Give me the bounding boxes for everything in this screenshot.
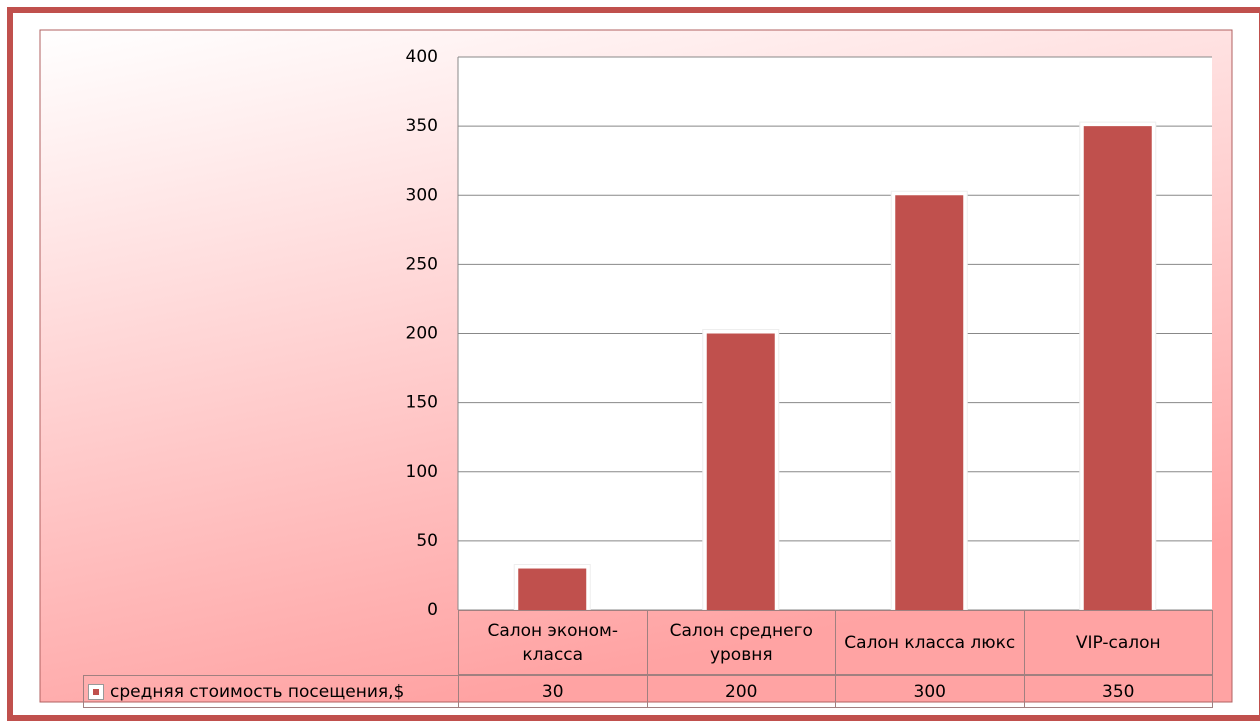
y-tick-label: 100: [406, 462, 438, 482]
y-tick-label: 150: [406, 393, 438, 413]
data-table-value: 200: [646, 675, 836, 708]
legend-swatch: [88, 683, 104, 700]
x-tick-label: Салон среднего уровня: [646, 610, 836, 675]
bar: [518, 568, 587, 610]
bar: [895, 195, 964, 610]
y-tick-label: 250: [406, 254, 438, 274]
bar: [706, 333, 775, 610]
y-tick-label: 350: [406, 116, 438, 136]
y-tick-label: 50: [416, 531, 438, 551]
bar: [1083, 126, 1152, 610]
legend-label: средняя стоимость посещения,$: [110, 681, 405, 702]
y-tick-label: 300: [406, 185, 438, 205]
x-tick-label: VIP-салон: [1023, 610, 1213, 675]
legend-marker: [93, 688, 99, 695]
y-tick-label: 0: [427, 600, 438, 620]
x-tick-label: Салон эконом-класса: [458, 610, 648, 675]
y-tick-label: 400: [406, 47, 438, 67]
data-table-value: 30: [458, 675, 648, 708]
y-tick-label: 200: [406, 324, 438, 344]
data-table-value: 300: [835, 675, 1025, 708]
x-tick-label: Салон класса люкс: [835, 610, 1025, 675]
data-table-value: 350: [1023, 675, 1213, 708]
legend-cell: средняя стоимость посещения,$: [83, 675, 459, 708]
